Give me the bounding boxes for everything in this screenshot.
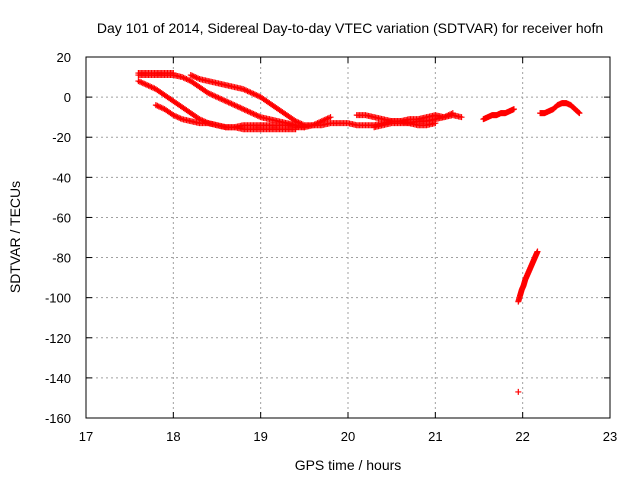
y-tick-label: -160	[45, 411, 71, 426]
y-tick-label: 20	[57, 50, 71, 65]
data-point	[576, 110, 583, 117]
x-tick-label: 22	[515, 429, 529, 444]
y-tick-label: -100	[45, 291, 71, 306]
grid-lines	[86, 57, 610, 418]
x-tick-label: 23	[603, 429, 617, 444]
data-point	[327, 114, 334, 121]
y-tick-label: 0	[64, 90, 71, 105]
chart-title: Day 101 of 2014, Sidereal Day-to-day VTE…	[97, 20, 603, 36]
data-point	[458, 114, 465, 121]
y-axis-label: SDTVAR / TECUs	[7, 181, 23, 293]
plot-frame	[85, 56, 611, 419]
x-tick-label: 18	[166, 429, 180, 444]
data-points	[135, 70, 583, 395]
y-tick-label: -140	[45, 371, 71, 386]
data-point	[534, 248, 541, 255]
x-tick-labels: 17 18 19 20 21 22 23	[79, 429, 617, 444]
x-tick-label: 20	[341, 429, 355, 444]
x-tick-label: 21	[428, 429, 442, 444]
data-point	[510, 106, 517, 113]
data-point	[449, 110, 456, 117]
y-tick-label: -40	[52, 170, 71, 185]
y-tick-label: -60	[52, 210, 71, 225]
y-tick-labels: -160 -140 -120 -100 -80 -60 -40 -20 0 20	[45, 50, 71, 426]
x-axis-label: GPS time / hours	[295, 457, 402, 473]
data-point	[515, 388, 522, 395]
data-point	[575, 109, 582, 116]
y-tick-label: -80	[52, 251, 71, 266]
x-tick-label: 19	[253, 429, 267, 444]
y-tick-label: -20	[52, 130, 71, 145]
data-point	[170, 70, 177, 77]
y-tick-label: -120	[45, 331, 71, 346]
x-tick-label: 17	[79, 429, 93, 444]
